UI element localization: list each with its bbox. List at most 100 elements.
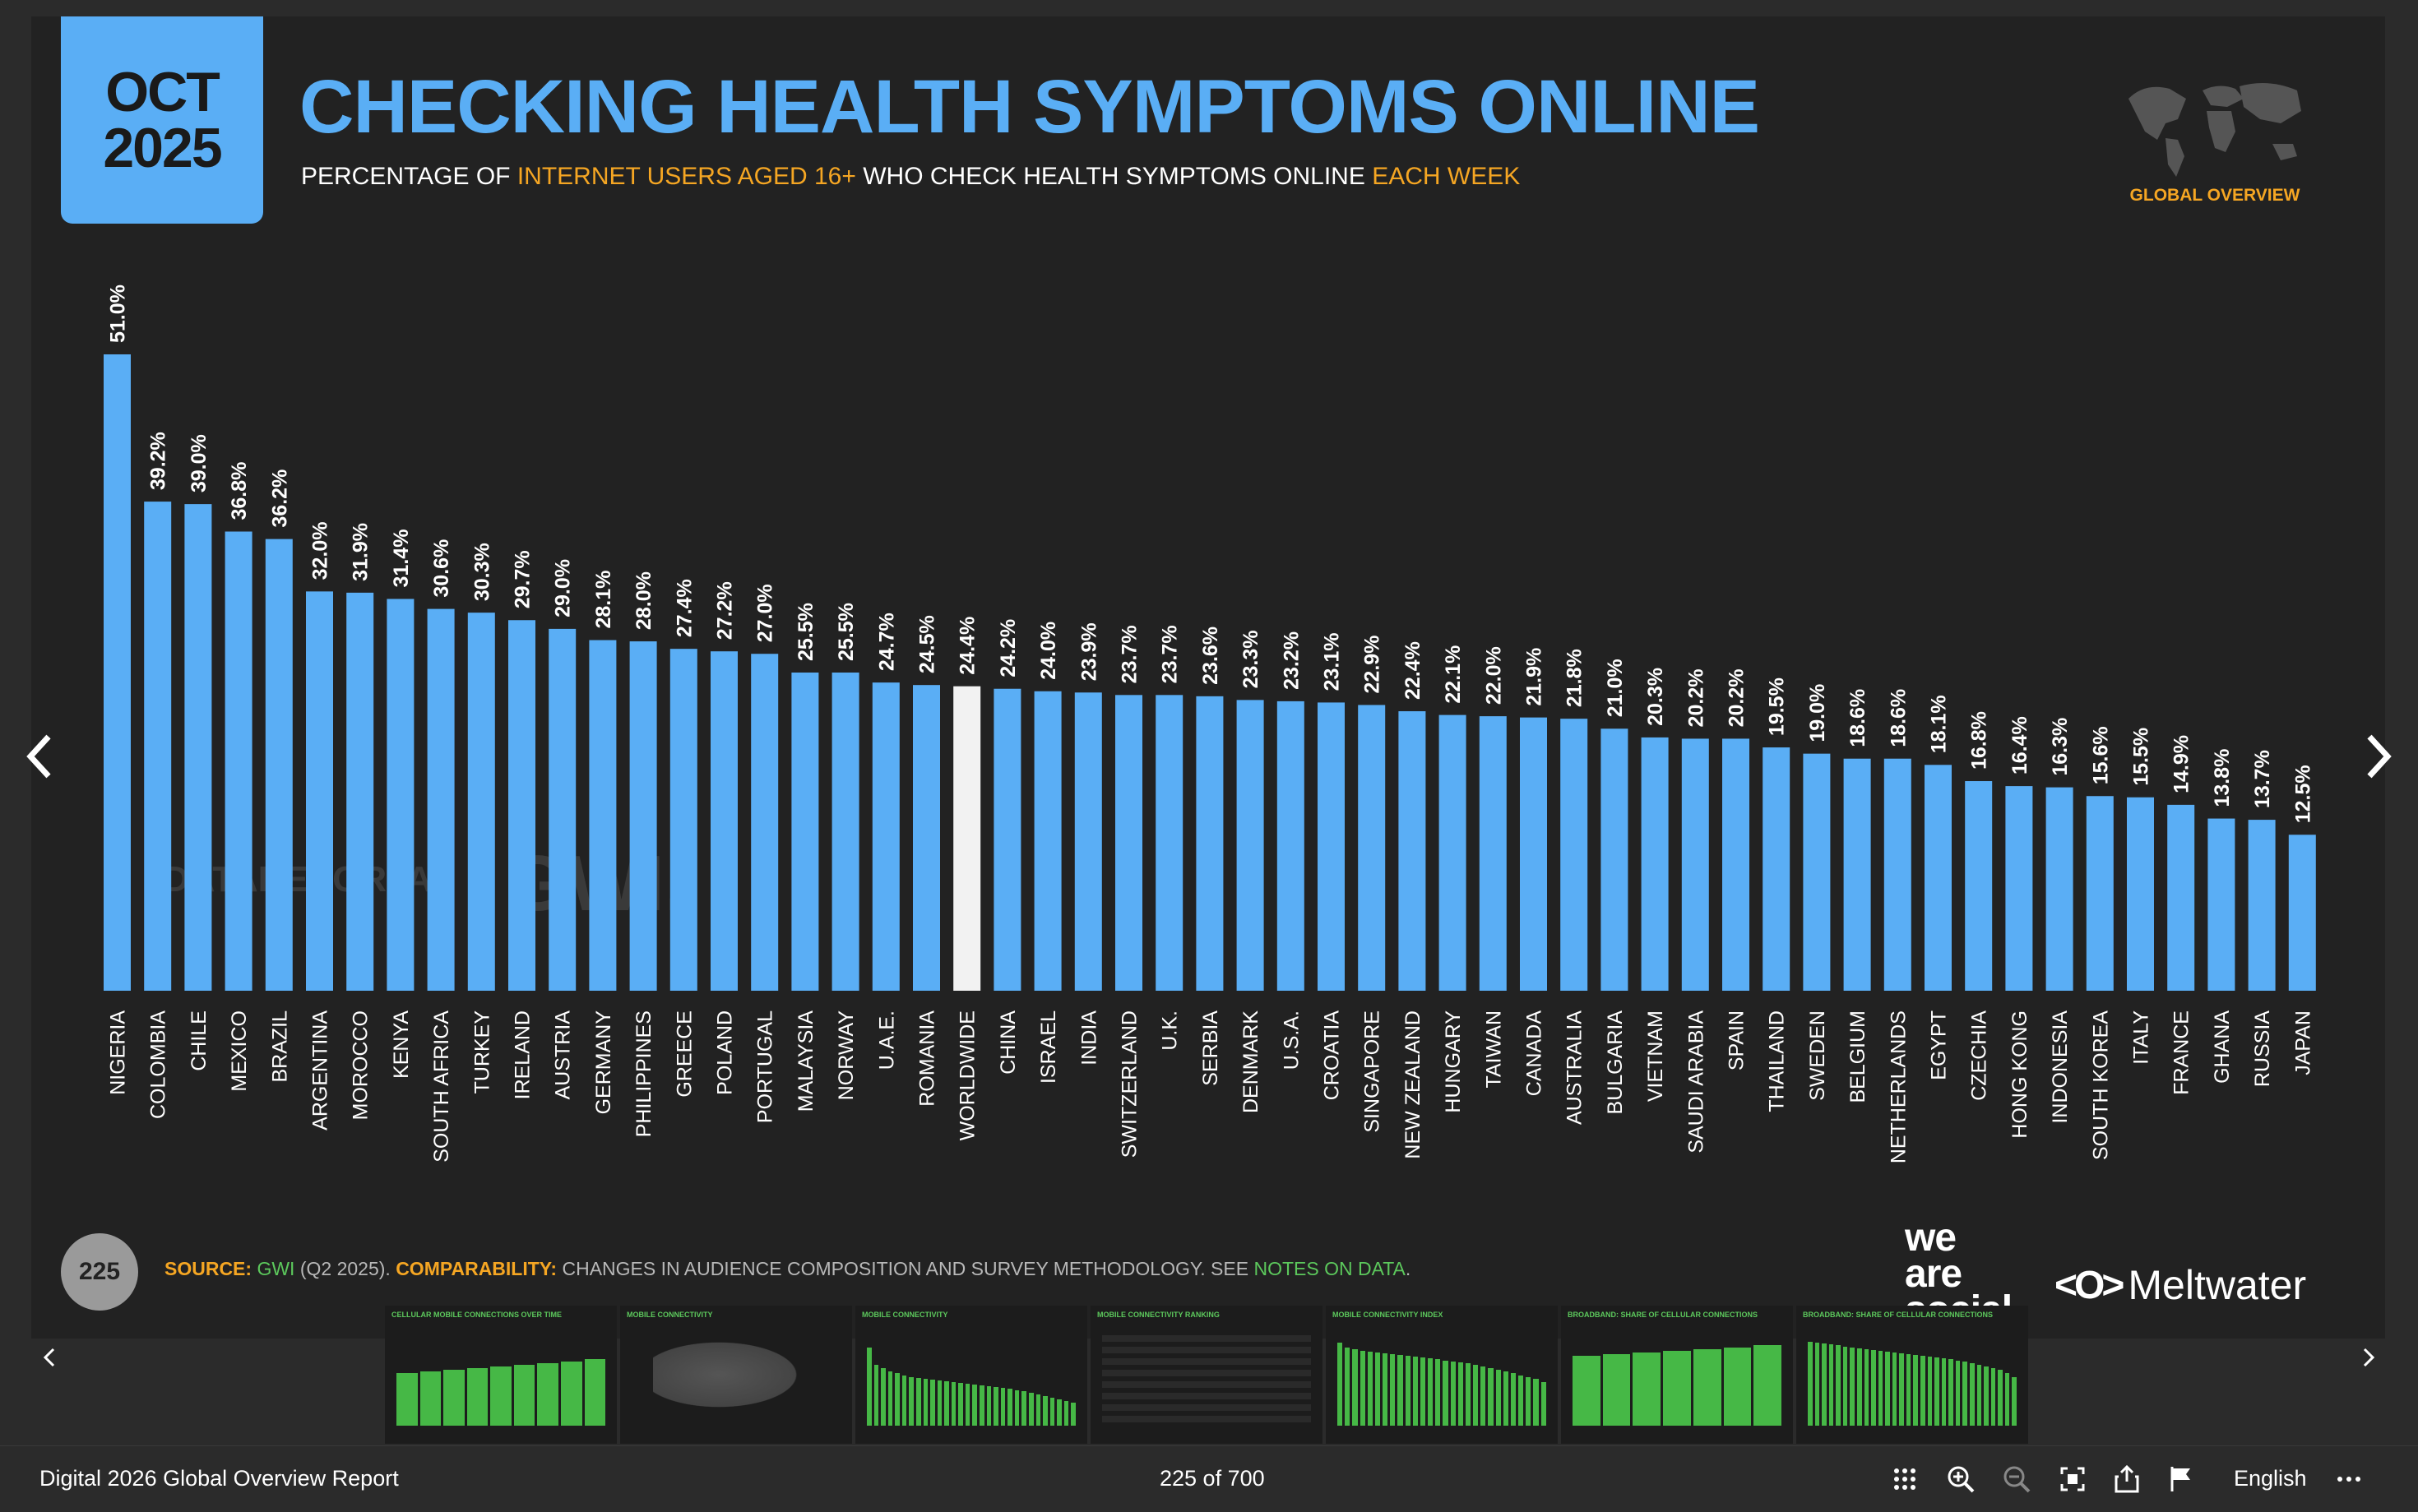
category-label: FRANCE — [2170, 1010, 2193, 1095]
source-line: SOURCE: GWI (Q2 2025). COMPARABILITY: CH… — [164, 1258, 1410, 1280]
bar-czechia — [1965, 781, 1993, 991]
grid-view-button[interactable] — [1887, 1461, 1923, 1497]
category-label: CHILE — [188, 1010, 211, 1071]
thumbnail-title: MOBILE CONNECTIVITY — [862, 1311, 948, 1319]
slide-thumbnail[interactable]: MOBILE CONNECTIVITY INDEX — [1326, 1306, 1558, 1444]
value-label: 19.5% — [1766, 677, 1789, 736]
bar-singapore — [1358, 705, 1386, 991]
category-label: MOROCCO — [350, 1010, 373, 1120]
thumbnail-title: BROADBAND: SHARE OF CELLULAR CONNECTIONS — [1568, 1311, 1758, 1319]
category-label: VIETNAM — [1644, 1010, 1667, 1102]
fullscreen-button[interactable] — [2054, 1461, 2091, 1497]
flag-icon — [2170, 1467, 2190, 1491]
thumbnail-title: MOBILE CONNECTIVITY — [627, 1311, 713, 1319]
bar-india — [1074, 692, 1102, 991]
category-label: AUSTRIA — [552, 1010, 575, 1100]
share-icon — [2115, 1465, 2139, 1493]
slide-thumbnail[interactable]: BROADBAND: SHARE OF CELLULAR CONNECTIONS — [1796, 1306, 2028, 1444]
zoom-in-button[interactable] — [1943, 1461, 1979, 1497]
value-label: 22.0% — [1482, 646, 1505, 705]
category-label: PHILIPPINES — [632, 1010, 655, 1137]
bar-hungary — [1438, 714, 1466, 991]
brand-we: we — [1905, 1216, 1957, 1260]
previous-slide-button[interactable] — [18, 724, 59, 789]
notes-on-data-link[interactable]: NOTES ON DATA — [1253, 1258, 1406, 1279]
category-label: NIGERIA — [107, 1010, 130, 1095]
value-label: 20.2% — [1684, 669, 1707, 728]
value-label: 36.2% — [268, 469, 291, 528]
thumbnails-prev-button[interactable] — [41, 1347, 58, 1374]
category-label: CROATIA — [1321, 1010, 1344, 1101]
bar-israel — [1034, 691, 1062, 991]
category-label: BULGARIA — [1604, 1010, 1627, 1115]
thumbnail-title: MOBILE CONNECTIVITY INDEX — [1332, 1311, 1443, 1319]
bar-brazil — [265, 539, 293, 991]
bar-netherlands — [1883, 758, 1911, 991]
bar-japan — [2288, 835, 2316, 991]
category-label: U.A.E. — [875, 1010, 898, 1070]
bar-turkey — [467, 613, 495, 991]
source-period: (Q2 2025). — [294, 1258, 396, 1279]
language-selector[interactable]: English — [2234, 1466, 2307, 1491]
bar-denmark — [1236, 700, 1264, 991]
comparability-text: CHANGES IN AUDIENCE COMPOSITION AND SURV… — [557, 1258, 1254, 1279]
category-label: TURKEY — [470, 1010, 493, 1094]
value-label: 22.1% — [1442, 645, 1465, 704]
bar-philippines — [629, 641, 657, 991]
slide-page-number: 225 — [61, 1233, 138, 1311]
zoom-out-icon — [2003, 1466, 2031, 1493]
bar-sweden — [1803, 753, 1831, 991]
value-label: 20.3% — [1644, 668, 1667, 726]
bar-hong-kong — [2005, 786, 2033, 991]
value-label: 23.1% — [1321, 633, 1344, 691]
value-label: 39.2% — [147, 432, 170, 490]
notes-end: . — [1405, 1258, 1411, 1279]
value-label: 27.2% — [714, 581, 737, 640]
value-label: 24.0% — [1037, 622, 1060, 680]
zoom-out-button[interactable] — [1999, 1461, 2035, 1497]
category-label: SAUDI ARABIA — [1684, 1010, 1707, 1154]
category-label: HUNGARY — [1442, 1010, 1465, 1113]
value-label: 23.7% — [1159, 625, 1182, 683]
category-label: SOUTH KOREA — [2089, 1010, 2112, 1160]
subtitle-highlight1: INTERNET USERS AGED 16+ — [516, 163, 856, 190]
slide-thumbnail[interactable]: BROADBAND: SHARE OF CELLULAR CONNECTIONS — [1561, 1306, 1793, 1444]
bar-austria — [549, 628, 577, 991]
value-label: 14.9% — [2170, 735, 2193, 793]
bar-u-a-e- — [872, 682, 900, 991]
bar-spain — [1722, 738, 1749, 991]
bar-south-africa — [427, 608, 455, 991]
value-label: 23.7% — [1119, 625, 1142, 683]
category-label: NEW ZEALAND — [1401, 1010, 1424, 1159]
slide-thumbnail[interactable]: MOBILE CONNECTIVITY — [855, 1306, 1087, 1444]
value-label: 22.4% — [1401, 641, 1424, 700]
value-label: 30.6% — [430, 539, 453, 598]
next-slide-button[interactable] — [2359, 724, 2400, 789]
value-label: 32.0% — [309, 521, 332, 580]
global-overview-label: GLOBAL OVERVIEW — [2129, 186, 2300, 205]
world-map-icon — [2128, 83, 2301, 177]
report-button[interactable] — [2163, 1461, 2199, 1497]
slide-thumbnail[interactable]: MOBILE CONNECTIVITY — [620, 1306, 852, 1444]
value-label: 13.7% — [2251, 750, 2274, 808]
more-options-button[interactable] — [2331, 1461, 2367, 1497]
category-label: CANADA — [1523, 1010, 1546, 1097]
slide-thumbnail[interactable]: CELLULAR MOBILE CONNECTIONS OVER TIME — [385, 1306, 617, 1444]
value-label: 36.8% — [228, 462, 251, 520]
category-label: RUSSIA — [2251, 1010, 2274, 1087]
bottom-toolbar: Digital 2026 Global Overview Report 225 … — [0, 1445, 2418, 1512]
zoom-in-icon — [1948, 1466, 1975, 1493]
slide-title: CHECKING HEALTH SYMPTOMS ONLINE — [299, 65, 1760, 149]
bar-malaysia — [791, 673, 819, 991]
bar-morocco — [346, 592, 374, 991]
chevron-left-icon — [26, 734, 51, 779]
thumbnails-next-button[interactable] — [2360, 1347, 2377, 1374]
chevron-left-small-icon — [43, 1348, 55, 1367]
value-label: 19.0% — [1806, 684, 1829, 742]
thumbnail-table — [1102, 1335, 1311, 1426]
value-label: 16.8% — [1968, 711, 1991, 770]
share-button[interactable] — [2109, 1461, 2145, 1497]
slide-thumbnail[interactable]: MOBILE CONNECTIVITY RANKING — [1091, 1306, 1322, 1444]
value-label: 13.8% — [2211, 749, 2234, 807]
value-label: 31.9% — [350, 523, 373, 581]
